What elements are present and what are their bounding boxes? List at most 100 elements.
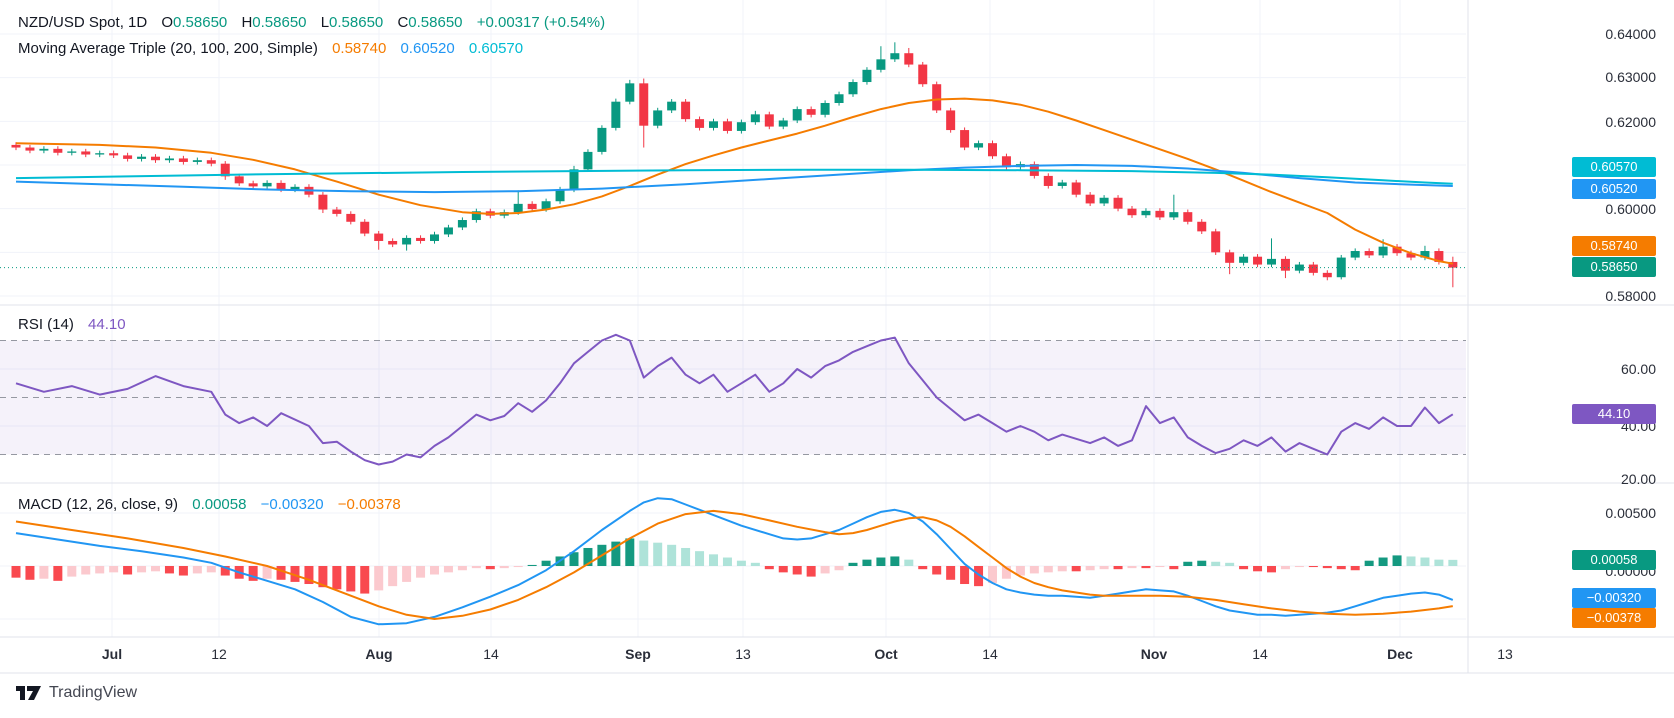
ohlc-close-label: C: [397, 14, 409, 31]
candle: [820, 102, 830, 115]
candle: [1043, 175, 1053, 186]
candle: [1448, 261, 1458, 268]
candle: [639, 83, 649, 126]
time-axis-label: Aug: [365, 646, 393, 662]
candle: [778, 120, 788, 127]
candle: [53, 148, 63, 153]
macd-histogram-bar: [653, 542, 663, 566]
ma200-value: 0.60570: [468, 40, 524, 57]
macd-histogram-bar: [1308, 566, 1318, 568]
symbol-row[interactable]: NZD/USD Spot, 1D O0.58650 H0.58650 L0.58…: [18, 10, 605, 36]
price-axis[interactable]: 0.64000 0.63000 0.62000 0.60000 0.58000 60.00…: [1468, 0, 1674, 673]
candle: [430, 234, 439, 241]
tradingview-watermark[interactable]: TradingView: [16, 684, 137, 702]
candle: [1294, 264, 1304, 271]
macd-histogram-bar: [974, 566, 984, 587]
macd-histogram-bar: [1294, 566, 1304, 568]
candle: [541, 201, 551, 210]
macd-histogram-bar: [332, 566, 342, 590]
candle: [137, 156, 147, 159]
macd-histogram-bar: [53, 566, 63, 581]
candle: [1085, 194, 1095, 204]
change-value: +0.00317 (+0.54%): [476, 14, 606, 31]
macd-histogram-bar: [81, 566, 91, 575]
candle: [932, 84, 942, 111]
time-axis-label: 13: [735, 646, 751, 662]
candle: [1225, 252, 1235, 263]
macd-histogram-bar: [1071, 566, 1081, 572]
candle: [974, 143, 984, 148]
candle: [625, 83, 635, 102]
macd-histogram-bar: [611, 541, 621, 566]
candle: [276, 182, 286, 190]
macd-histogram-bar: [1169, 566, 1179, 570]
ohlc-high-label: H: [241, 14, 253, 31]
candle: [1155, 210, 1165, 218]
macd-histogram-bar: [541, 560, 551, 566]
macd-histogram-bar: [1155, 566, 1165, 568]
ma-triple-row[interactable]: Moving Average Triple (20, 100, 200, Sim…: [18, 36, 605, 62]
candle: [904, 53, 914, 65]
macd-histogram-bar: [667, 544, 677, 566]
macd-histogram-bar: [1099, 566, 1109, 570]
candle: [667, 101, 677, 111]
ohlc-low-value: 0.58650: [329, 14, 384, 31]
time-axis-label: Sep: [625, 646, 651, 662]
main-chart-legend[interactable]: NZD/USD Spot, 1D O0.58650 H0.58650 L0.58…: [18, 10, 605, 62]
rsi-legend[interactable]: RSI (14) 44.10: [18, 312, 126, 338]
candle: [11, 144, 21, 148]
candle: [262, 182, 272, 187]
macd-histogram-bar: [457, 566, 467, 571]
macd-histogram-bar: [192, 566, 202, 574]
macd-histogram-bar: [848, 562, 858, 566]
macd-histogram-bar: [1113, 566, 1123, 570]
macd-line-value: −0.00320: [260, 496, 324, 513]
macd-histogram-bar: [25, 566, 35, 580]
macd-histogram-bar: [388, 566, 398, 587]
rsi-row[interactable]: RSI (14) 44.10: [18, 312, 126, 338]
candle: [513, 203, 523, 213]
macd-histogram-bar: [569, 552, 579, 566]
candle: [457, 220, 467, 228]
ma100-value: 0.60520: [400, 40, 455, 57]
candle: [178, 158, 188, 162]
macd-histogram-bar: [722, 557, 732, 566]
macd-histogram-bar: [1420, 557, 1430, 566]
macd-histogram-bar: [262, 566, 272, 579]
macd-histogram-bar: [1434, 559, 1444, 566]
candle: [946, 110, 956, 131]
macd-row[interactable]: MACD (12, 26, close, 9) 0.00058 −0.00320…: [18, 492, 401, 518]
candle: [792, 109, 802, 121]
macd-histogram-bar: [890, 556, 900, 566]
macd-histogram-bar: [67, 566, 77, 577]
candle: [848, 82, 858, 95]
candle: [736, 122, 746, 131]
ohlc-low-label: L: [320, 14, 330, 31]
candle: [709, 121, 718, 128]
macd-histogram-bar: [778, 566, 788, 573]
macd-histogram-bar: [1225, 562, 1235, 566]
candle: [81, 151, 91, 155]
candle: [918, 64, 928, 85]
candle: [248, 183, 258, 187]
macd-histogram-bar: [95, 566, 105, 574]
macd-histogram-bar: [764, 566, 774, 570]
candle: [318, 194, 328, 210]
macd-histogram-bar: [583, 547, 593, 566]
macd-legend[interactable]: MACD (12, 26, close, 9) 0.00058 −0.00320…: [18, 492, 401, 518]
candle: [1392, 246, 1402, 254]
macd-signal-value: −0.00378: [337, 496, 401, 513]
time-axis[interactable]: Jul 12 Aug 14 Sep 13 Oct 14 Nov 14 Dec 13: [0, 637, 1674, 673]
macd-histogram-bar: [151, 566, 160, 572]
ohlc-open-value: 0.58650: [173, 14, 228, 31]
macd-histogram-bar: [248, 566, 258, 581]
tradingview-wordmark: TradingView: [49, 684, 138, 701]
macd-histogram-bar: [164, 566, 174, 574]
macd-histogram-bar: [918, 566, 928, 570]
macd-histogram-bar: [513, 566, 523, 568]
price-axis-label: 0.00500: [1605, 505, 1656, 521]
time-axis-label: Dec: [1387, 646, 1413, 662]
ohlc-open-label: O: [161, 14, 174, 31]
